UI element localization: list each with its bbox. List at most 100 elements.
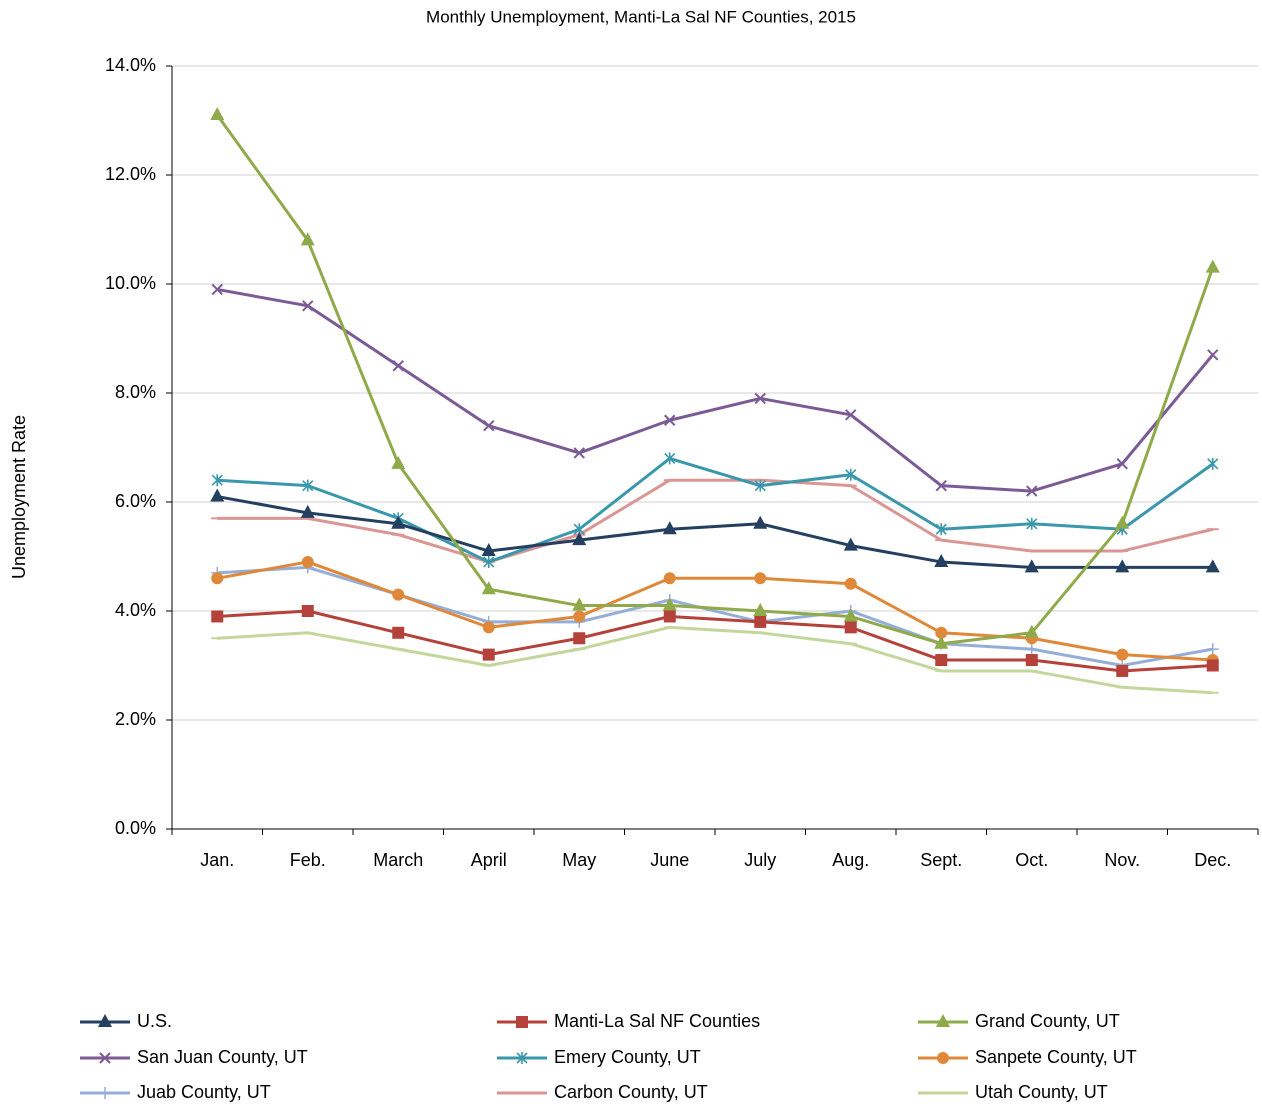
marker bbox=[664, 414, 676, 426]
marker bbox=[1116, 664, 1129, 677]
x-tick-label: Dec. bbox=[1194, 850, 1231, 870]
legend-marker bbox=[937, 1052, 949, 1064]
x-tick-label: July bbox=[744, 850, 776, 870]
line bbox=[217, 456, 1214, 564]
marker bbox=[844, 621, 857, 634]
chart-title: Monthly Unemployment, Manti-La Sal NF Co… bbox=[426, 7, 856, 26]
marker bbox=[663, 610, 676, 623]
legend-marker bbox=[936, 1014, 950, 1027]
legend-label: San Juan County, UT bbox=[137, 1047, 308, 1067]
marker bbox=[1207, 349, 1219, 361]
marker bbox=[935, 479, 947, 492]
marker bbox=[483, 555, 495, 568]
y-tick-label: 12.0% bbox=[105, 164, 156, 184]
marker bbox=[572, 597, 587, 611]
marker bbox=[843, 537, 858, 551]
marker bbox=[1115, 515, 1130, 529]
marker bbox=[1026, 517, 1038, 530]
x-tick-label: Aug. bbox=[832, 850, 869, 870]
x-tick-label: Sept. bbox=[920, 850, 962, 870]
marker bbox=[844, 577, 857, 590]
series bbox=[210, 107, 1220, 649]
x-tick-label: Jan. bbox=[200, 850, 234, 870]
legend-label: Manti-La Sal NF Counties bbox=[554, 1011, 760, 1031]
y-tick-label: 6.0% bbox=[115, 491, 156, 511]
series bbox=[211, 452, 1219, 568]
marker bbox=[211, 474, 223, 487]
marker bbox=[664, 452, 676, 465]
marker bbox=[481, 581, 496, 595]
marker bbox=[1207, 457, 1219, 470]
marker bbox=[845, 468, 857, 481]
marker bbox=[573, 632, 586, 645]
marker bbox=[662, 521, 677, 535]
marker bbox=[1024, 624, 1039, 638]
marker bbox=[392, 626, 405, 639]
x-tick-label: Nov. bbox=[1104, 850, 1140, 870]
x-tick-label: May bbox=[562, 850, 596, 870]
marker bbox=[1205, 559, 1220, 573]
y-tick-label: 8.0% bbox=[115, 382, 156, 402]
x-tick-label: March bbox=[373, 850, 423, 870]
legend-label: Carbon County, UT bbox=[554, 1082, 708, 1102]
marker bbox=[845, 409, 857, 421]
marker bbox=[392, 360, 404, 372]
y-tick-label: 2.0% bbox=[115, 709, 156, 729]
legend-label: Emery County, UT bbox=[554, 1047, 701, 1067]
y-axis-label: Unemployment Rate bbox=[9, 415, 29, 579]
marker bbox=[754, 572, 767, 585]
line bbox=[216, 495, 1213, 569]
marker bbox=[483, 419, 495, 432]
series bbox=[211, 478, 1219, 564]
marker bbox=[934, 635, 949, 649]
marker bbox=[662, 597, 677, 611]
marker bbox=[573, 447, 585, 459]
y-tick-label: 4.0% bbox=[115, 600, 156, 620]
legend-label: U.S. bbox=[137, 1011, 172, 1031]
line bbox=[216, 114, 1215, 646]
marker bbox=[482, 648, 495, 661]
marker bbox=[935, 523, 947, 536]
marker bbox=[753, 603, 768, 616]
marker bbox=[482, 621, 495, 634]
marker bbox=[211, 572, 224, 585]
marker bbox=[753, 515, 768, 529]
marker bbox=[391, 455, 406, 469]
marker bbox=[301, 605, 314, 617]
legend-label: Sanpete County, UT bbox=[975, 1047, 1137, 1067]
marker bbox=[391, 515, 406, 529]
marker bbox=[210, 107, 225, 121]
marker bbox=[1206, 643, 1219, 656]
marker bbox=[754, 615, 767, 628]
marker bbox=[302, 479, 314, 492]
marker bbox=[300, 504, 315, 518]
series bbox=[211, 283, 1219, 497]
marker bbox=[573, 610, 586, 623]
y-tick-label: 0.0% bbox=[115, 818, 156, 838]
legend-marker bbox=[99, 1052, 111, 1064]
marker bbox=[754, 479, 766, 492]
marker bbox=[211, 283, 223, 296]
line bbox=[216, 287, 1214, 493]
marker bbox=[934, 553, 949, 567]
x-tick-label: April bbox=[471, 850, 507, 870]
marker bbox=[935, 626, 948, 639]
marker bbox=[935, 654, 948, 667]
x-tick-label: Oct. bbox=[1015, 850, 1048, 870]
line bbox=[216, 560, 1213, 662]
marker bbox=[481, 543, 496, 557]
line bbox=[217, 625, 1213, 695]
marker bbox=[663, 572, 676, 585]
marker bbox=[1116, 648, 1129, 661]
marker bbox=[392, 588, 405, 601]
marker bbox=[1024, 559, 1039, 573]
x-tick-label: Feb. bbox=[290, 850, 326, 870]
marker bbox=[301, 555, 314, 568]
marker bbox=[1025, 643, 1038, 656]
series bbox=[210, 488, 1220, 573]
marker bbox=[211, 610, 224, 623]
legend-label: Grand County, UT bbox=[975, 1011, 1120, 1031]
marker bbox=[1116, 458, 1128, 470]
y-tick-label: 10.0% bbox=[105, 273, 156, 293]
